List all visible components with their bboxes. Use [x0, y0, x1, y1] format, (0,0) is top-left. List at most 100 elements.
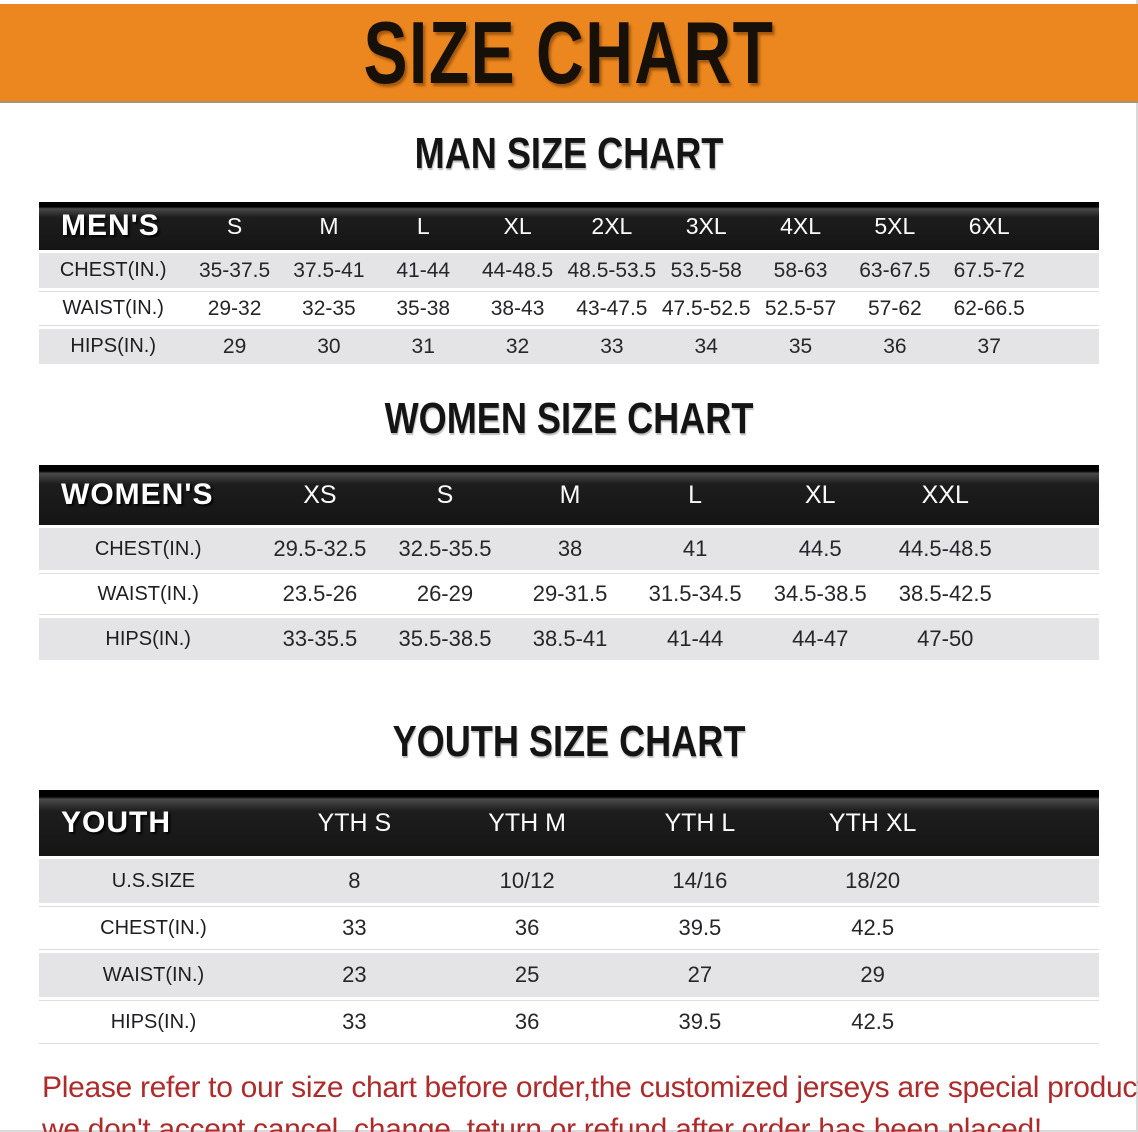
banner-title: SIZE CHART [363, 2, 775, 102]
cell-value: 36 [847, 329, 943, 364]
cell-value: 8 [267, 859, 441, 903]
cell-value: 35-38 [376, 291, 471, 326]
table-row: HIPS(IN.) 33-35.5 35.5-38.5 38.5-41 41-44 44-… [39, 618, 1099, 660]
row-label: HIPS(IN.) [39, 1000, 268, 1044]
table-row: CHEST(IN.) 29.5-32.5 32.5-35.5 38 41 44.5 44.5… [39, 528, 1099, 570]
cell-value: 25 [440, 953, 614, 997]
header-row: MEN'S S M L XL 2XL 3XL 4XL 5XL 6XL [39, 202, 1099, 250]
cell-value: 27 [613, 953, 787, 997]
row-filler [1007, 528, 1099, 570]
man-section-heading: MAN SIZE CHART [414, 129, 724, 178]
row-filler [959, 1000, 1099, 1044]
table-corner-label: YOUTH [39, 790, 268, 856]
column-header-yth-m: YTH M [440, 790, 614, 856]
cell-value: 33 [267, 906, 441, 950]
row-filler [959, 953, 1099, 997]
table-row: WAIST(IN.) 23.5-26 26-29 29-31.5 31.5-34.5 34… [39, 573, 1099, 615]
cell-value: 37 [942, 329, 1037, 364]
cell-value: 41-44 [376, 253, 471, 288]
column-header-m: M [507, 465, 633, 525]
row-filler [959, 859, 1099, 903]
cell-value: 18/20 [786, 859, 960, 903]
cell-value: 33 [564, 329, 660, 364]
women-size-section: WOMEN SIZE CHART WOMEN'S XS S M L XL XXL CHEST(… [0, 395, 1138, 663]
row-filler [1036, 253, 1099, 288]
table-row: WAIST(IN.) 29-32 32-35 35-38 38-43 43-47.5 47.… [39, 291, 1099, 326]
row-label: WAIST(IN.) [39, 573, 258, 615]
header-filler [1007, 465, 1099, 525]
row-filler [1007, 573, 1099, 615]
cell-value: 43-47.5 [564, 291, 660, 326]
cell-value: 35.5-38.5 [382, 618, 508, 660]
cell-value: 44-48.5 [470, 253, 565, 288]
cell-value: 29.5-32.5 [257, 528, 383, 570]
cell-value: 34 [659, 329, 754, 364]
cell-value: 42.5 [786, 1000, 960, 1044]
row-label: WAIST(IN.) [39, 953, 268, 997]
cell-value: 38 [507, 528, 633, 570]
row-filler [1036, 329, 1099, 364]
cell-value: 29-31.5 [507, 573, 633, 615]
disclaimer-line-1: Please refer to our size chart before or… [42, 1071, 1138, 1104]
header-filler [1036, 202, 1099, 250]
row-filler [1036, 291, 1099, 326]
column-header-l: L [376, 202, 471, 250]
cell-value: 41 [632, 528, 758, 570]
women-size-table: WOMEN'S XS S M L XL XXL CHEST(IN.) 29.5-32.5 32.5… [39, 462, 1099, 663]
disclaimer-line-2: we don't accept cancel, change, teturn o… [42, 1113, 1042, 1132]
cell-value: 38-43 [470, 291, 565, 326]
column-header-2xl: 2XL [564, 202, 660, 250]
table-row: WAIST(IN.) 23 25 27 29 [39, 953, 1099, 997]
row-label: CHEST(IN.) [39, 906, 268, 950]
table-row: U.S.SIZE 8 10/12 14/16 18/20 [39, 859, 1099, 903]
cell-value: 44.5-48.5 [882, 528, 1008, 570]
row-label: HIPS(IN.) [39, 618, 258, 660]
banner: SIZE CHART [0, 4, 1138, 103]
table-corner-label: WOMEN'S [39, 465, 258, 525]
cell-value: 44.5 [757, 528, 883, 570]
cell-value: 39.5 [613, 1000, 787, 1044]
cell-value: 38.5-41 [507, 618, 633, 660]
header-filler [959, 790, 1099, 856]
column-header-s: S [187, 202, 282, 250]
cell-value: 39.5 [613, 906, 787, 950]
column-header-xl: XL [470, 202, 565, 250]
column-header-s: S [382, 465, 508, 525]
column-header-xs: XS [257, 465, 383, 525]
header-row: WOMEN'S XS S M L XL XXL [39, 465, 1099, 525]
cell-value: 32.5-35.5 [382, 528, 508, 570]
column-header-yth-s: YTH S [267, 790, 441, 856]
women-section-heading: WOMEN SIZE CHART [384, 394, 754, 443]
row-label: CHEST(IN.) [39, 253, 188, 288]
cell-value: 33-35.5 [257, 618, 383, 660]
cell-value: 23 [267, 953, 441, 997]
row-label: HIPS(IN.) [39, 329, 188, 364]
cell-value: 29-32 [187, 291, 282, 326]
cell-value: 36 [440, 906, 614, 950]
table-row: HIPS(IN.) 29 30 31 32 33 34 35 36 37 [39, 329, 1099, 364]
cell-value: 57-62 [847, 291, 943, 326]
cell-value: 30 [281, 329, 377, 364]
cell-value: 35-37.5 [187, 253, 282, 288]
column-header-yth-xl: YTH XL [786, 790, 960, 856]
row-label: WAIST(IN.) [39, 291, 188, 326]
row-label: U.S.SIZE [39, 859, 268, 903]
cell-value: 67.5-72 [942, 253, 1037, 288]
cell-value: 23.5-26 [257, 573, 383, 615]
cell-value: 38.5-42.5 [882, 573, 1008, 615]
cell-value: 41-44 [632, 618, 758, 660]
cell-value: 33 [267, 1000, 441, 1044]
column-header-xxl: XXL [882, 465, 1008, 525]
cell-value: 14/16 [613, 859, 787, 903]
row-filler [1007, 618, 1099, 660]
column-header-xl: XL [757, 465, 883, 525]
table-corner-label: MEN'S [39, 202, 188, 250]
table-row: HIPS(IN.) 33 36 39.5 42.5 [39, 1000, 1099, 1044]
men-size-table: MEN'S S M L XL 2XL 3XL 4XL 5XL 6XL CHEST(IN.) 35-37… [39, 199, 1099, 367]
cell-value: 10/12 [440, 859, 614, 903]
cell-value: 37.5-41 [281, 253, 377, 288]
youth-size-section: YOUTH SIZE CHART YOUTH YTH S YTH M YTH L YTH… [0, 718, 1138, 1047]
header-row: YOUTH YTH S YTH M YTH L YTH XL [39, 790, 1099, 856]
table-row: CHEST(IN.) 33 36 39.5 42.5 [39, 906, 1099, 950]
